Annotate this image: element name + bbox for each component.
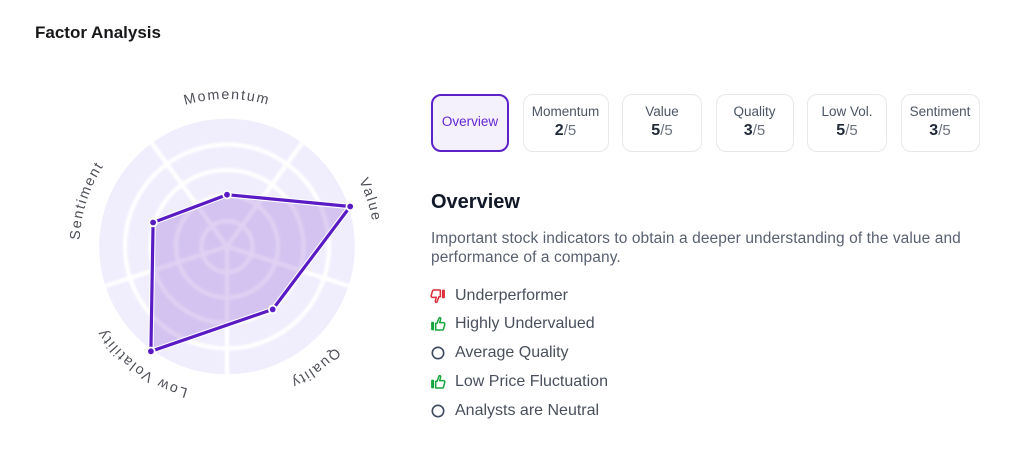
svg-text:Value: Value [355,176,384,224]
svg-text:Momentum: Momentum [182,87,272,109]
